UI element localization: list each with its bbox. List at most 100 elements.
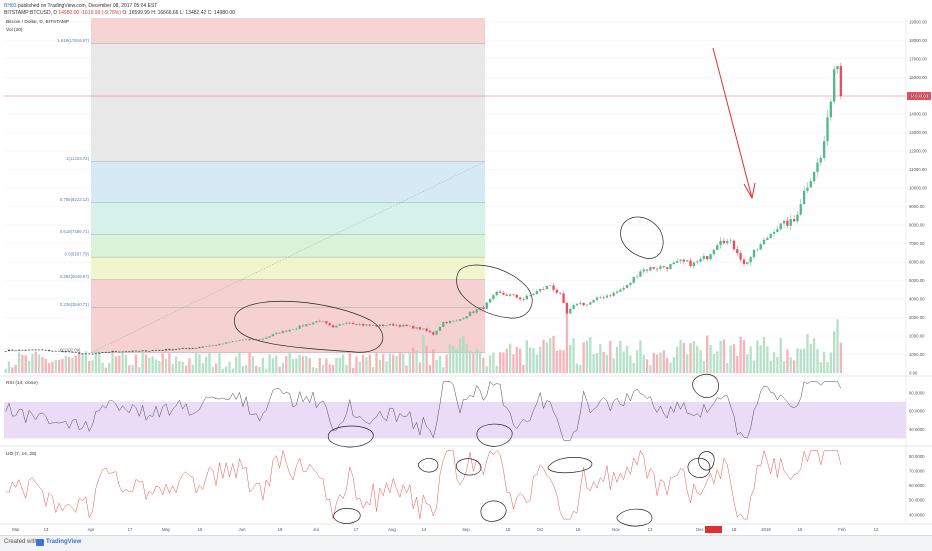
forecast-arrow-shaft bbox=[712, 47, 753, 199]
fib-level-label: 1.618(17816.57) bbox=[57, 38, 89, 43]
uo-tick-label: 50.0000 bbox=[909, 498, 925, 503]
time-tick-label: 16 bbox=[576, 527, 581, 532]
volume-bar bbox=[71, 357, 74, 373]
volume-bar bbox=[375, 352, 378, 373]
volume-bar bbox=[696, 345, 699, 373]
volume-bar bbox=[51, 361, 54, 373]
volume-bar bbox=[602, 352, 605, 373]
candle-body bbox=[545, 285, 549, 290]
candle-body bbox=[445, 321, 448, 324]
volume-bar bbox=[615, 346, 619, 373]
candle-body bbox=[552, 285, 555, 290]
volume-bar bbox=[382, 354, 385, 373]
volume-bar bbox=[482, 357, 485, 373]
time-tick-label: Nov bbox=[612, 527, 620, 532]
candle-body bbox=[258, 339, 261, 341]
candle-body bbox=[198, 347, 201, 348]
volume-bar bbox=[732, 344, 736, 373]
candle-body bbox=[819, 157, 822, 163]
candle-body bbox=[24, 350, 27, 351]
candle-body bbox=[699, 258, 702, 262]
candle-body bbox=[88, 353, 91, 355]
fib-zone bbox=[91, 161, 485, 203]
volume-bar bbox=[515, 347, 518, 373]
volume-bar bbox=[371, 367, 375, 373]
volume-bar bbox=[552, 335, 555, 373]
volume-bar bbox=[31, 353, 34, 373]
volume-bar bbox=[305, 355, 308, 373]
candle-body bbox=[682, 259, 686, 262]
volume-bar bbox=[291, 359, 295, 373]
volume-bar bbox=[278, 366, 281, 373]
candle-body bbox=[138, 350, 141, 352]
candle-body bbox=[261, 338, 265, 340]
volume-bar bbox=[325, 358, 328, 373]
candle-body bbox=[772, 231, 776, 234]
candle-body bbox=[21, 349, 24, 351]
time-tick-label: 12 bbox=[874, 527, 879, 532]
candle-body bbox=[371, 325, 375, 326]
volume-bar bbox=[345, 364, 348, 373]
candle-body bbox=[756, 249, 759, 251]
volume-bar bbox=[649, 365, 652, 373]
candle-body bbox=[789, 219, 792, 226]
time-tick-label: Mar bbox=[12, 527, 20, 532]
candle-body bbox=[224, 342, 228, 344]
price-change: -1619.99 (-9.76%) bbox=[80, 10, 121, 16]
volume-bar bbox=[702, 360, 706, 373]
price-tick-label: 10000.00 bbox=[909, 186, 928, 191]
price-tick-label: 18000.00 bbox=[909, 38, 928, 43]
symbol-label[interactable]: BITSTAMP:BTCUSD, D bbox=[4, 10, 57, 16]
candle-body bbox=[535, 291, 539, 295]
volume-bar bbox=[772, 352, 776, 373]
candle-body bbox=[769, 233, 772, 239]
candle-body bbox=[405, 324, 408, 327]
volume-bar bbox=[378, 359, 382, 373]
annotation-ellipse bbox=[327, 425, 374, 448]
candle-body bbox=[335, 325, 338, 328]
candle-body bbox=[635, 276, 639, 278]
volume-bar bbox=[285, 356, 288, 373]
candle-body bbox=[338, 324, 341, 326]
candle-body bbox=[64, 351, 67, 353]
candle-body bbox=[565, 302, 569, 314]
price-tick-label: 3000.00 bbox=[909, 315, 925, 320]
volume-bar bbox=[388, 353, 392, 373]
volume-bar bbox=[4, 368, 7, 373]
volume-bar bbox=[645, 359, 649, 373]
tradingview-brand[interactable]: TradingView bbox=[46, 539, 82, 545]
volume-bar bbox=[736, 355, 739, 373]
volume-bar bbox=[589, 337, 592, 373]
fib-zone bbox=[91, 43, 485, 162]
candle-body bbox=[716, 245, 719, 250]
volume-bar bbox=[47, 362, 51, 373]
annotation-ellipse bbox=[476, 423, 513, 447]
rsi-tick-label: 60.0000 bbox=[909, 409, 925, 414]
volume-bar bbox=[545, 342, 549, 373]
candle-body bbox=[31, 349, 34, 351]
candle-body bbox=[539, 289, 542, 292]
volume-bar bbox=[786, 349, 789, 373]
volume-bar bbox=[385, 361, 388, 373]
volume-bar bbox=[789, 357, 792, 373]
volume-bar bbox=[662, 350, 665, 373]
price-tick-label: 5000.00 bbox=[909, 278, 925, 283]
volume-bar bbox=[582, 342, 585, 373]
volume-bar bbox=[528, 347, 532, 373]
volume-bar bbox=[659, 352, 662, 373]
publisher-name[interactable]: BH83 bbox=[4, 3, 17, 9]
candle-body bbox=[251, 339, 255, 341]
time-tick-label: Sep bbox=[462, 527, 470, 532]
candle-body bbox=[188, 348, 191, 350]
candle-body bbox=[154, 350, 158, 351]
candle-body bbox=[478, 307, 482, 310]
candle-body bbox=[288, 329, 291, 332]
candle-body bbox=[131, 350, 134, 352]
volume-bar bbox=[819, 362, 822, 373]
rsi-line bbox=[5, 381, 842, 441]
volume-bar bbox=[559, 349, 562, 373]
time-tick-label: Jul bbox=[313, 527, 319, 532]
volume-bar bbox=[562, 350, 565, 373]
volume-bar bbox=[358, 361, 361, 373]
